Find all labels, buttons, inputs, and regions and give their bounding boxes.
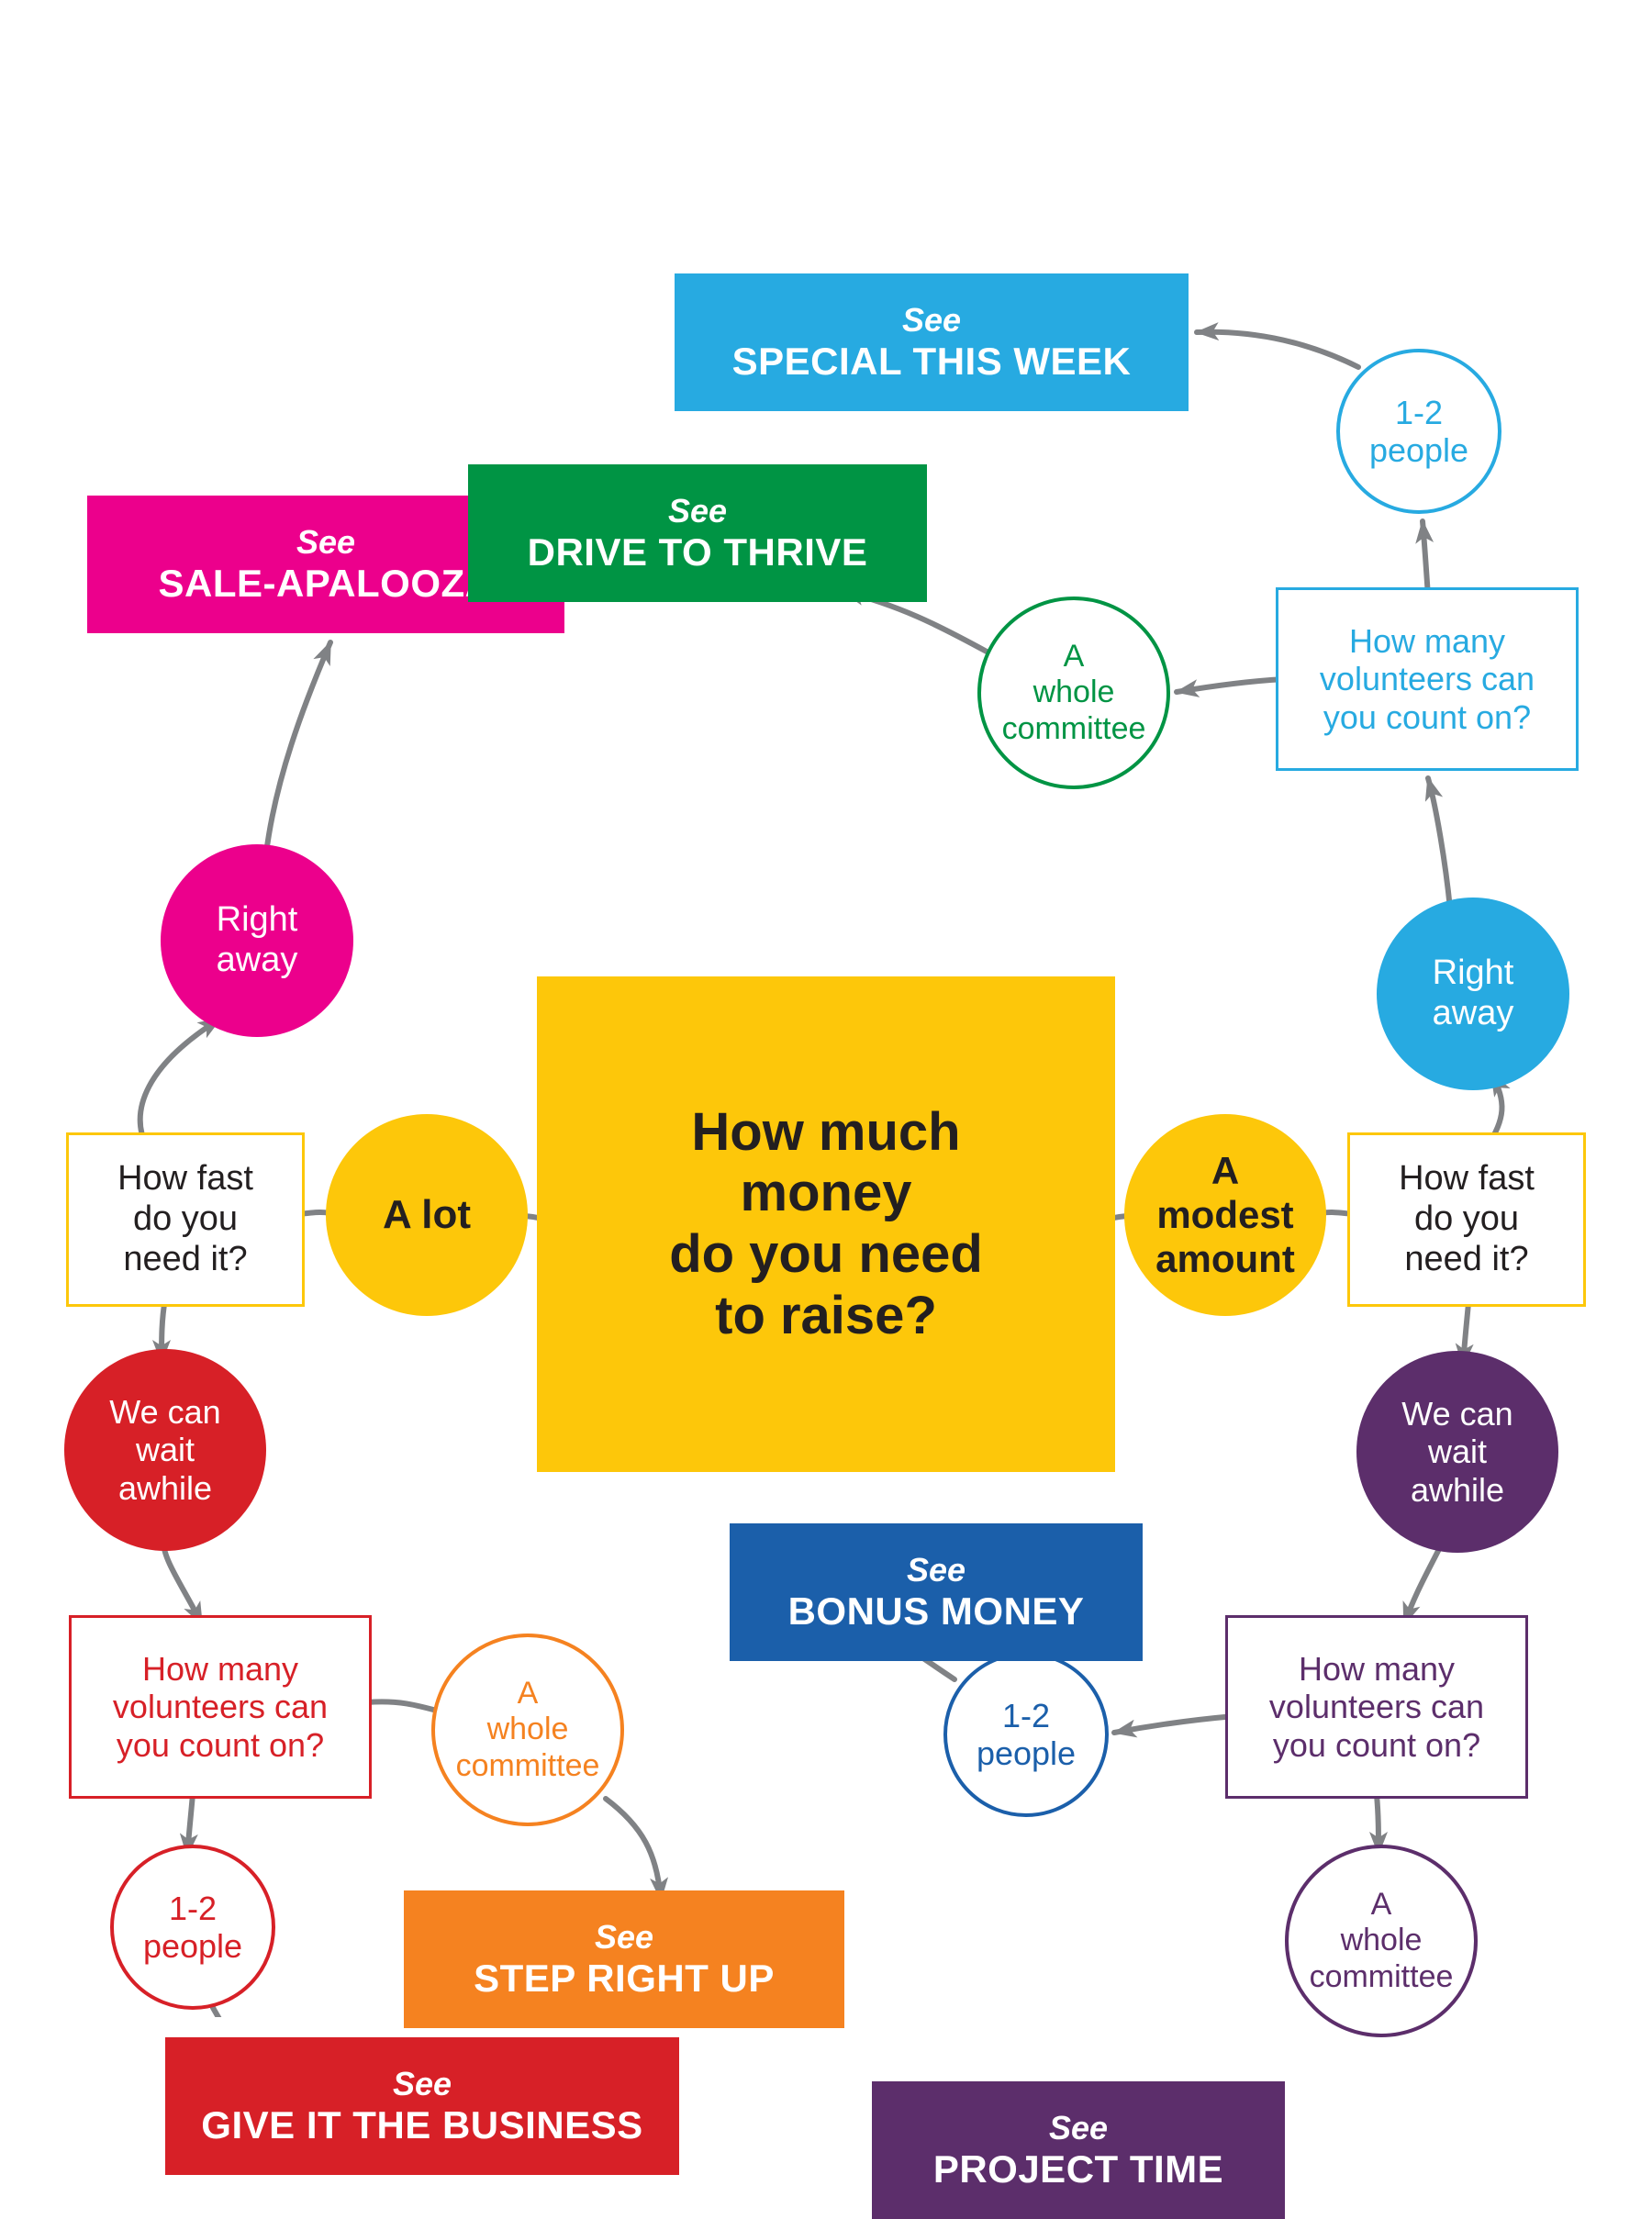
- text-line: do you need: [669, 1224, 983, 1286]
- node-wait-left: We canwaitawhile: [64, 1349, 266, 1551]
- edge-howfast-left-to-rightaway-left: [140, 1019, 220, 1147]
- text-line: whole: [1033, 675, 1115, 710]
- node-wait-right: We canwaitawhile: [1356, 1351, 1558, 1553]
- edge-rightaway-right-to-vol-right-top: [1428, 778, 1450, 909]
- node-a-lot: A lot: [326, 1114, 528, 1316]
- text-line: you count on?: [117, 1726, 324, 1764]
- text-line: A lot: [383, 1192, 471, 1239]
- text-line: need it?: [1404, 1240, 1528, 1280]
- text-line: committee: [1002, 711, 1146, 747]
- text-line: whole: [487, 1712, 569, 1747]
- text-line: How many: [1299, 1650, 1455, 1688]
- node-whole-comm-purple: Awholecommittee: [1285, 1845, 1478, 2037]
- flowchart-canvas: How muchmoneydo you needto raise? A lot Am…: [0, 0, 1652, 2017]
- text-line: How many: [142, 1650, 298, 1688]
- see-prefix: See: [902, 301, 961, 339]
- text-line: We can: [1401, 1395, 1512, 1433]
- node-vol-right-bottom: How manyvolunteers canyou count on?: [1225, 1615, 1528, 1799]
- text-line: you count on?: [1273, 1726, 1480, 1764]
- text-line: volunteers can: [1269, 1688, 1484, 1725]
- see-prefix: See: [668, 492, 727, 530]
- edge-wait-right-to-vol-right-bottom: [1404, 1545, 1441, 1624]
- text-line: people: [143, 1927, 242, 1965]
- text-line: do you: [133, 1199, 238, 1240]
- see-title: GIVE IT THE BUSINESS: [201, 2103, 642, 2147]
- text-line: volunteers can: [1320, 660, 1535, 697]
- text-line: away: [1433, 994, 1514, 1034]
- text-line: need it?: [123, 1240, 247, 1280]
- text-line: awhile: [118, 1469, 212, 1507]
- edge-whole-comm-orange-to-step-right-up: [606, 1799, 661, 1900]
- text-line: 1-2: [169, 1890, 217, 1927]
- text-line: do you: [1414, 1199, 1519, 1240]
- node-12-people-top: 1-2people: [1336, 349, 1501, 514]
- text-line: you count on?: [1323, 698, 1531, 736]
- text-line: We can: [109, 1393, 220, 1431]
- node-central: How muchmoneydo you needto raise?: [537, 976, 1115, 1472]
- text-line: 1-2: [1002, 1697, 1050, 1734]
- see-prefix: See: [1049, 2109, 1108, 2147]
- text-line: wait: [136, 1431, 195, 1468]
- node-vol-right-top: How manyvolunteers canyou count on?: [1276, 587, 1579, 771]
- node-step-right-up: SeeSTEP RIGHT UP: [404, 1890, 844, 2028]
- node-project-time: SeePROJECT TIME: [872, 2081, 1285, 2219]
- text-line: modest: [1156, 1193, 1293, 1237]
- text-line: How fast: [117, 1159, 253, 1199]
- node-modest: Amodestamount: [1124, 1114, 1326, 1316]
- edge-vol-right-bottom-to-12-people-navy: [1114, 1716, 1234, 1733]
- node-12-people-left: 1-2people: [110, 1845, 275, 2010]
- see-prefix: See: [393, 2065, 452, 2102]
- see-title: PROJECT TIME: [933, 2147, 1223, 2191]
- node-howfast-right: How fastdo youneed it?: [1347, 1132, 1586, 1307]
- node-rightaway-right: Rightaway: [1377, 898, 1569, 1090]
- node-whole-comm-orange: Awholecommittee: [431, 1634, 624, 1826]
- text-line: away: [217, 941, 298, 981]
- node-12-people-navy: 1-2people: [943, 1652, 1109, 1817]
- text-line: A: [1211, 1149, 1239, 1193]
- edge-vol-right-top-to-whole-comm-green: [1177, 679, 1285, 692]
- text-line: money: [741, 1163, 912, 1224]
- edge-vol-right-top-to-12-people-top: [1423, 521, 1428, 597]
- text-line: committee: [456, 1748, 600, 1784]
- text-line: to raise?: [715, 1286, 937, 1347]
- edge-rightaway-left-to-sale-apalooza: [266, 642, 330, 853]
- node-whole-comm-green: Awholecommittee: [977, 597, 1170, 789]
- text-line: wait: [1428, 1433, 1487, 1470]
- text-line: How much: [691, 1102, 960, 1164]
- text-line: How many: [1349, 622, 1505, 660]
- see-title: BONUS MONEY: [788, 1589, 1085, 1634]
- see-title: DRIVE TO THRIVE: [528, 530, 868, 574]
- text-line: awhile: [1411, 1471, 1504, 1509]
- see-title: SALE-APALOOZA: [158, 562, 493, 606]
- edge-wait-left-to-vol-left: [163, 1542, 202, 1624]
- text-line: How fast: [1399, 1159, 1535, 1199]
- see-prefix: See: [296, 523, 355, 561]
- text-line: people: [977, 1734, 1076, 1772]
- node-give-business: SeeGIVE IT THE BUSINESS: [165, 2037, 679, 2175]
- text-line: Right: [1433, 953, 1514, 994]
- see-prefix: See: [907, 1551, 966, 1589]
- text-line: 1-2: [1395, 394, 1443, 431]
- node-bonus-money: SeeBONUS MONEY: [730, 1523, 1143, 1661]
- text-line: amount: [1155, 1237, 1295, 1281]
- node-vol-left: How manyvolunteers canyou count on?: [69, 1615, 372, 1799]
- text-line: people: [1369, 431, 1468, 469]
- edge-12-people-top-to-special-week: [1197, 332, 1358, 367]
- text-line: Right: [217, 900, 298, 941]
- text-line: committee: [1310, 1959, 1454, 1995]
- node-drive-thrive: SeeDRIVE TO THRIVE: [468, 464, 927, 602]
- text-line: A: [1371, 1887, 1392, 1923]
- node-rightaway-left: Rightaway: [161, 844, 353, 1037]
- node-howfast-left: How fastdo youneed it?: [66, 1132, 305, 1307]
- text-line: A: [1064, 639, 1085, 675]
- text-line: A: [518, 1676, 539, 1712]
- text-line: volunteers can: [113, 1688, 328, 1725]
- see-title: SPECIAL THIS WEEK: [732, 340, 1132, 384]
- text-line: whole: [1341, 1923, 1423, 1958]
- see-prefix: See: [595, 1918, 653, 1956]
- see-title: STEP RIGHT UP: [474, 1957, 775, 2001]
- node-special-week: SeeSPECIAL THIS WEEK: [675, 273, 1189, 411]
